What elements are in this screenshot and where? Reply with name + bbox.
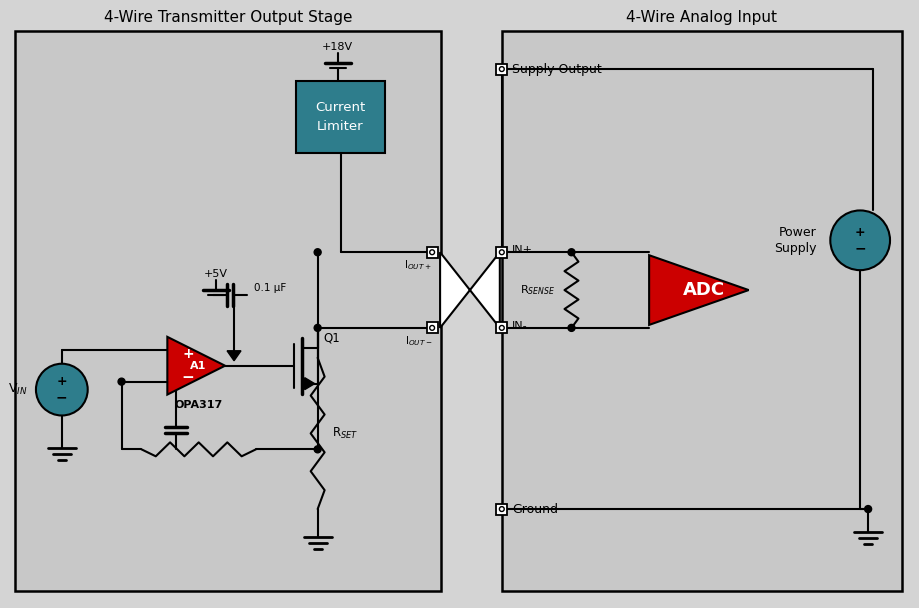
Text: A1: A1	[190, 361, 207, 371]
Circle shape	[314, 446, 321, 453]
Bar	[15, 31, 441, 591]
Circle shape	[499, 325, 505, 330]
Text: −: −	[182, 370, 195, 385]
Text: Q1: Q1	[323, 331, 340, 344]
Text: −: −	[855, 241, 866, 255]
Text: Current: Current	[315, 102, 366, 114]
Text: I$_{OUT-}$: I$_{OUT-}$	[404, 334, 432, 348]
Bar	[426, 322, 437, 333]
Polygon shape	[649, 255, 749, 325]
Bar	[496, 503, 507, 514]
Text: Ground: Ground	[512, 503, 558, 516]
Bar	[496, 64, 507, 75]
Circle shape	[430, 250, 435, 255]
Polygon shape	[167, 337, 225, 395]
Polygon shape	[440, 252, 500, 328]
Bar	[502, 31, 902, 591]
Text: Limiter: Limiter	[317, 120, 364, 133]
Text: −: −	[56, 390, 68, 404]
Text: Supply Output: Supply Output	[512, 63, 602, 75]
Text: 4-Wire Transmitter Output Stage: 4-Wire Transmitter Output Stage	[104, 10, 352, 25]
Text: +: +	[855, 226, 866, 239]
Circle shape	[499, 250, 505, 255]
Circle shape	[499, 506, 505, 511]
Circle shape	[830, 210, 890, 270]
Text: +: +	[183, 347, 194, 361]
Bar	[296, 81, 385, 153]
Text: 4-Wire Analog Input: 4-Wire Analog Input	[627, 10, 777, 25]
Bar	[496, 322, 507, 333]
Text: ADC: ADC	[683, 281, 725, 299]
Circle shape	[314, 325, 321, 331]
Polygon shape	[305, 378, 314, 390]
Circle shape	[499, 67, 505, 72]
Text: IN-: IN-	[512, 321, 528, 331]
Circle shape	[430, 325, 435, 330]
Polygon shape	[227, 351, 241, 361]
Circle shape	[568, 249, 575, 256]
Text: OPA317: OPA317	[174, 399, 222, 410]
Bar	[426, 247, 437, 258]
Text: 0.1 μF: 0.1 μF	[254, 283, 286, 293]
Circle shape	[36, 364, 87, 415]
Text: +5V: +5V	[204, 269, 228, 279]
Text: R$_{SET}$: R$_{SET}$	[332, 426, 357, 441]
Text: V$_{IN}$: V$_{IN}$	[8, 382, 28, 397]
Text: Supply: Supply	[774, 242, 816, 255]
Circle shape	[314, 249, 321, 256]
Circle shape	[568, 325, 575, 331]
Text: +: +	[56, 375, 67, 388]
Bar	[496, 247, 507, 258]
Text: IN+: IN+	[512, 245, 533, 255]
Circle shape	[865, 506, 871, 513]
Text: I$_{OUT+}$: I$_{OUT+}$	[404, 258, 432, 272]
Circle shape	[118, 378, 125, 385]
Text: +18V: +18V	[322, 42, 353, 52]
Text: Power: Power	[778, 226, 816, 239]
Text: R$_{SENSE}$: R$_{SENSE}$	[520, 283, 556, 297]
